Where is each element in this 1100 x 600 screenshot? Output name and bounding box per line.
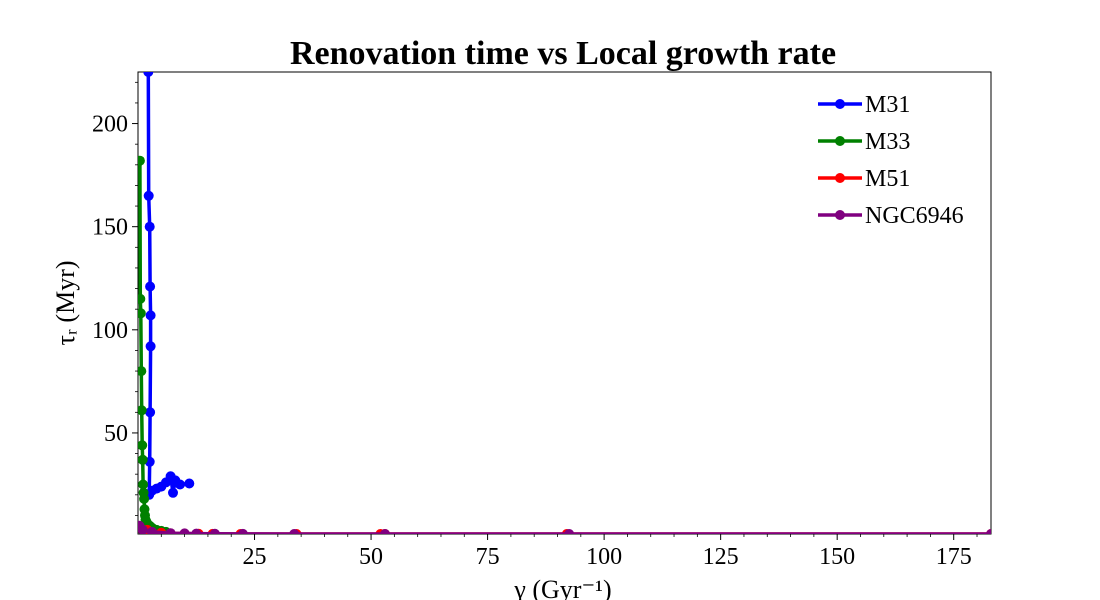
data-point xyxy=(165,528,176,534)
legend-marker xyxy=(835,210,845,220)
data-point xyxy=(138,293,146,304)
series-m31 xyxy=(143,72,195,500)
legend-marker xyxy=(835,136,845,146)
data-point xyxy=(380,529,390,534)
data-point xyxy=(145,407,156,418)
legend-label: NGC6946 xyxy=(865,203,964,229)
plot-frame xyxy=(137,71,992,535)
data-point xyxy=(175,479,185,490)
legend-label: M31 xyxy=(865,92,910,118)
x-tick-label: 150 xyxy=(819,544,855,570)
data-point xyxy=(564,529,575,534)
data-point xyxy=(168,487,178,498)
data-point xyxy=(138,308,146,319)
x-tick-label: 175 xyxy=(936,544,972,570)
y-axis-label: τᵣ (Myr) xyxy=(51,260,80,345)
y-tick-label: 100 xyxy=(92,318,128,344)
axis-ticks: 25 50 75 100 125 150 175 50 100 150 200 xyxy=(92,81,978,570)
series-line-m31 xyxy=(146,72,190,497)
y-tick-label: 200 xyxy=(92,112,128,138)
data-point xyxy=(237,528,248,534)
data-point xyxy=(986,529,991,534)
legend-item-m33: M33 xyxy=(818,129,910,155)
data-point xyxy=(145,281,156,292)
data-point xyxy=(191,528,202,534)
x-axis-label: γ (Gyr⁻¹) xyxy=(513,575,611,600)
x-tick-label: 125 xyxy=(703,544,739,570)
legend-item-m31: M31 xyxy=(818,92,910,118)
data-point xyxy=(138,405,147,416)
legend-item-m51: M51 xyxy=(818,166,910,192)
y-tick-label: 150 xyxy=(92,215,128,241)
data-point xyxy=(145,310,156,321)
legend-item-ngc6946: NGC6946 xyxy=(818,203,964,229)
legend-marker xyxy=(835,99,845,109)
data-point xyxy=(209,528,220,534)
data-point xyxy=(289,529,300,534)
x-tick-label: 75 xyxy=(476,544,500,570)
plot-lines xyxy=(138,72,991,534)
legend: M31 M33 M51 NGC6946 xyxy=(818,92,964,229)
legend-label: M51 xyxy=(865,166,910,192)
series-ngc6946 xyxy=(138,520,991,534)
data-point xyxy=(138,440,148,451)
data-point xyxy=(179,528,190,534)
y-tick-label: 50 xyxy=(104,421,128,447)
data-point xyxy=(143,72,154,77)
data-point xyxy=(138,155,145,166)
x-tick-label: 50 xyxy=(359,544,383,570)
data-point xyxy=(138,524,148,534)
legend-marker xyxy=(835,173,845,183)
data-point xyxy=(138,366,147,377)
data-point xyxy=(145,341,156,352)
data-point xyxy=(138,479,149,490)
data-point xyxy=(144,221,155,232)
x-tick-label: 25 xyxy=(243,544,267,570)
x-tick-label: 100 xyxy=(586,544,622,570)
data-point xyxy=(138,454,148,465)
legend-label: M33 xyxy=(865,129,910,155)
chart-title: Renovation time vs Local growth rate xyxy=(290,35,836,72)
data-point xyxy=(139,493,150,504)
data-point xyxy=(184,478,195,489)
data-point xyxy=(147,526,157,534)
data-point xyxy=(143,190,154,201)
